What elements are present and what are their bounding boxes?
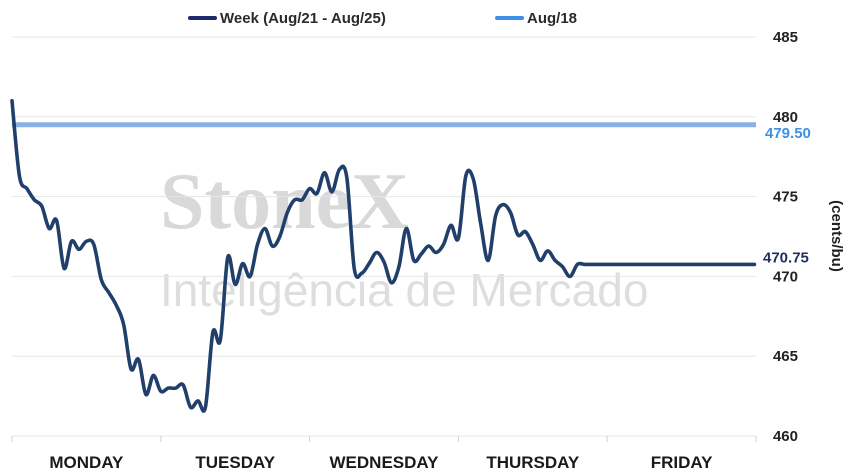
legend-label: Week (Aug/21 - Aug/25) bbox=[220, 10, 386, 27]
y-tick-label: 475 bbox=[773, 189, 798, 206]
series-line-week bbox=[10, 99, 757, 413]
y-axis-label: (cents/bu) bbox=[828, 200, 845, 272]
series-lines: 479.50 470.75 bbox=[10, 99, 811, 413]
y-tick-label: 465 bbox=[773, 348, 798, 365]
legend-label: Aug/18 bbox=[527, 10, 577, 27]
y-tick-label: 485 bbox=[773, 29, 798, 46]
x-category-label: THURSDAY bbox=[486, 453, 580, 472]
y-tick-label: 480 bbox=[773, 109, 798, 126]
week-end-label: 470.75 bbox=[763, 249, 809, 266]
y-axis: 460 465 470 475 480 485 bbox=[773, 29, 798, 445]
x-category-label: TUESDAY bbox=[195, 453, 275, 472]
y-tick-label: 470 bbox=[773, 268, 798, 285]
x-category-label: WEDNESDAY bbox=[330, 453, 440, 472]
x-axis: MONDAY TUESDAY WEDNESDAY THURSDAY FRIDAY bbox=[11, 436, 757, 472]
y-tick-label: 460 bbox=[773, 428, 798, 445]
watermark-brand: StoneX bbox=[160, 158, 409, 246]
gridlines bbox=[12, 36, 756, 437]
x-category-label: MONDAY bbox=[49, 453, 124, 472]
aug18-end-label: 479.50 bbox=[765, 125, 811, 142]
legend: Week (Aug/21 - Aug/25) Aug/18 bbox=[188, 10, 577, 27]
x-category-label: FRIDAY bbox=[651, 453, 713, 472]
